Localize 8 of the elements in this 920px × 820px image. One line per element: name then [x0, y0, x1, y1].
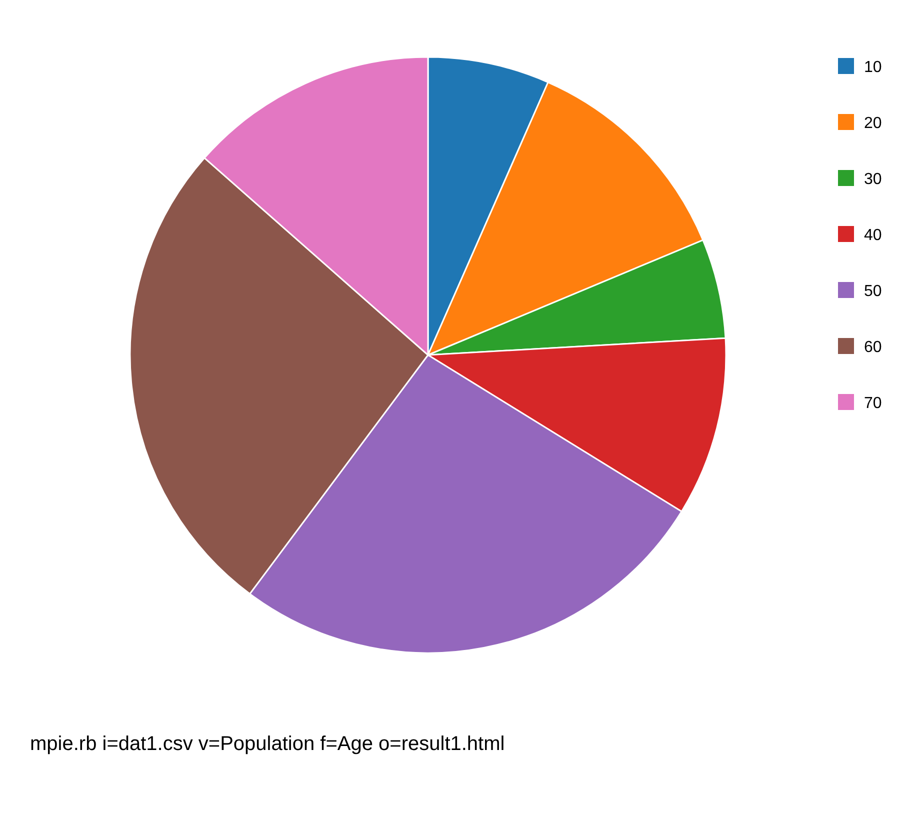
legend-label: 30: [864, 171, 882, 188]
text: mpie.rb i=dat1.csv v=Population f=Age o=result1.html: [30, 733, 505, 755]
legend-label: 70: [864, 395, 882, 412]
legend-label: 10: [864, 59, 882, 76]
legend-label: 40: [864, 227, 882, 244]
legend-label: 50: [864, 283, 882, 300]
legend-label: 60: [864, 339, 882, 356]
legend-label: 20: [864, 115, 882, 132]
